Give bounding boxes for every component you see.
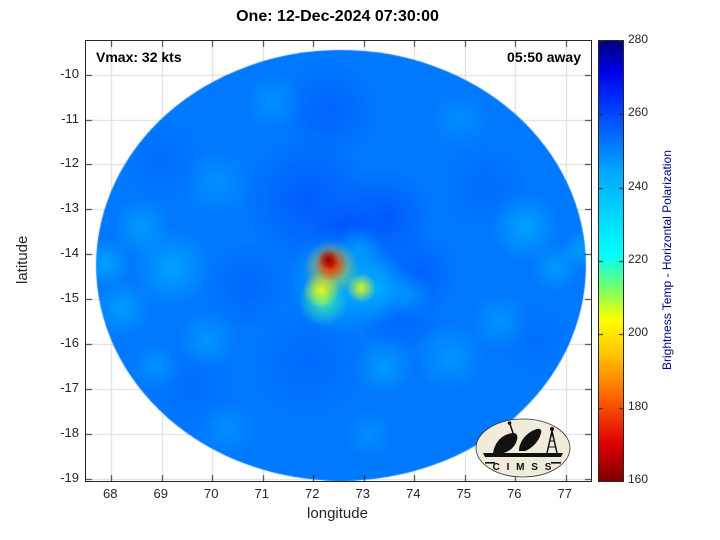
- x-tick-label: 68: [103, 486, 118, 501]
- cimss-logo: C I M S S: [475, 418, 571, 478]
- y-tick-label: -13: [60, 200, 79, 216]
- colorbar-tick-label: 280: [628, 32, 649, 46]
- logo-divider: [485, 462, 495, 464]
- y-tick-label: -11: [61, 110, 79, 126]
- y-tick-label: -12: [60, 155, 79, 171]
- y-tick-label: -19: [60, 469, 79, 485]
- colorbar-tick-label: 160: [628, 472, 649, 486]
- logo-divider: [551, 462, 561, 464]
- logo-dome-icon: [493, 433, 518, 453]
- x-tick-label: 70: [204, 486, 219, 501]
- y-axis-label: latitude: [14, 235, 31, 285]
- y-tick-label: -10: [60, 65, 79, 81]
- x-tick-label: 73: [355, 486, 370, 501]
- colorbar-tick-label: 200: [628, 325, 649, 340]
- colorbar: [598, 40, 624, 482]
- x-tick-label: 77: [557, 486, 572, 501]
- logo-antenna: [509, 423, 514, 434]
- colorbar-tick-label: 240: [628, 178, 649, 193]
- y-tick-label: -17: [60, 379, 79, 395]
- x-tick-label: 69: [153, 486, 168, 501]
- x-tick-label: 76: [507, 486, 522, 501]
- x-tick-label: 75: [456, 486, 471, 501]
- y-tick-label: -18: [60, 424, 79, 440]
- logo-antenna-tip: [507, 421, 512, 425]
- logo-ground: [483, 453, 563, 457]
- logo-text: C I M S S: [493, 462, 554, 473]
- logo-dish-icon: [519, 428, 542, 451]
- x-axis-label: longitude: [307, 505, 368, 522]
- colorbar-tick-label: 220: [628, 252, 649, 266]
- plot-canvas: [86, 41, 591, 481]
- logo-tower-top: [550, 427, 554, 431]
- vmax-annotation: Vmax: 32 kts: [96, 49, 182, 65]
- x-tick-label: 72: [305, 486, 320, 501]
- time-away-annotation: 05:50 away: [507, 49, 581, 65]
- y-tick-label: -15: [60, 290, 79, 306]
- page-title: One: 12-Dec-2024 07:30:00: [236, 8, 439, 25]
- colorbar-tick-label: 260: [628, 105, 649, 120]
- plot-area: Vmax: 32 kts 05:50 away C I M S S: [85, 40, 592, 482]
- x-tick-label: 74: [406, 486, 421, 501]
- y-tick-label: -14: [60, 245, 79, 261]
- colorbar-tick-label: 180: [628, 398, 649, 413]
- colorbar-canvas: [599, 41, 623, 481]
- y-tick-label: -16: [60, 335, 79, 351]
- x-tick-label: 71: [254, 486, 269, 501]
